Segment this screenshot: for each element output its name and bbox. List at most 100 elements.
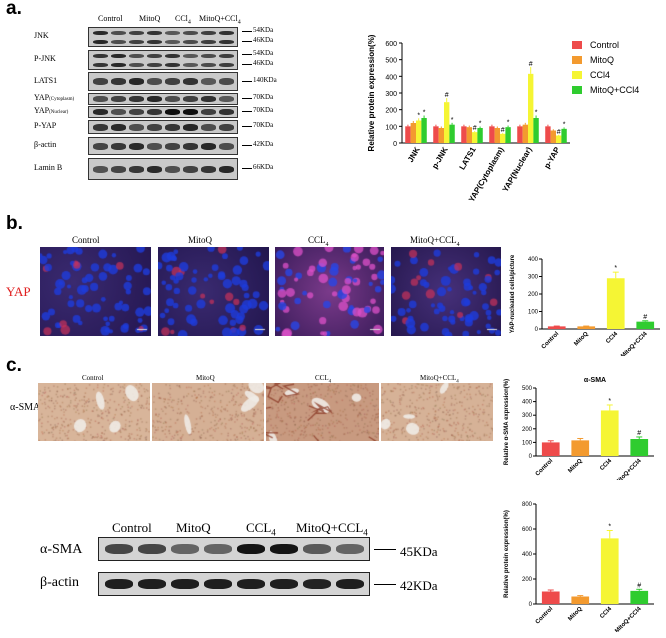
bar: [636, 321, 655, 329]
blot-band: [147, 78, 162, 85]
blot-band: [138, 579, 166, 589]
blot-band: [336, 544, 364, 554]
significance-mark: *: [417, 112, 420, 119]
significance-mark: #: [557, 129, 561, 136]
y-tick-label: 0: [529, 454, 533, 460]
blot-band: [147, 165, 162, 173]
blot-band: [165, 142, 180, 150]
blot-a-row-label: YAP(Nuclear): [34, 106, 69, 115]
blot-band: [147, 123, 162, 131]
micro-c-label-mitoq: MitoQ: [196, 374, 215, 382]
blot-band: [129, 78, 144, 85]
blot-band: [219, 123, 234, 131]
blot-band: [201, 142, 216, 150]
micro-c-mitoq-ccl4: [381, 383, 493, 441]
mw-label: 42KDa: [253, 140, 274, 148]
mw-tick: [242, 126, 252, 127]
y-tick-label: 400: [522, 552, 533, 558]
y-tick-label: 300: [385, 91, 397, 98]
blot-band: [129, 54, 144, 58]
micro-b-ccl4: [275, 247, 384, 336]
blot-a-strip: [88, 93, 238, 105]
blot-band: [111, 63, 126, 67]
blot-band: [111, 78, 126, 85]
blot-band: [219, 31, 234, 35]
blot-band: [129, 40, 144, 44]
blot-a-strip: [88, 120, 238, 134]
y-tick-label: 100: [528, 310, 539, 316]
bar: [522, 124, 528, 143]
bar: [421, 118, 427, 143]
micro-c-label-ccl4: CCL4: [315, 374, 332, 385]
y-tick-label: 0: [529, 602, 533, 608]
blot-a-strip: [88, 158, 238, 180]
blot-band: [129, 109, 144, 115]
blot-a-row-label: YAP(Cytoplasm): [34, 93, 75, 102]
mw-tick: [242, 31, 252, 32]
y-axis-label: Relative protein expression(%): [504, 510, 510, 598]
mw-tick: [242, 98, 252, 99]
y-axis-label: Relative protein expression(%): [367, 34, 376, 151]
y-tick-label: 100: [385, 124, 397, 131]
bar: [550, 130, 556, 143]
bar: [494, 128, 500, 143]
bar: [438, 128, 444, 143]
blot-band: [93, 31, 108, 35]
blot-band: [171, 544, 199, 554]
blot-band: [165, 40, 180, 44]
mw-tick: [242, 64, 252, 65]
blot-band: [147, 109, 162, 115]
mw-label: 66KDa: [253, 163, 274, 171]
blot-band: [105, 579, 133, 589]
micro-c-mitoq: [152, 383, 264, 441]
blot-band: [201, 63, 216, 67]
y-tick-label: 500: [522, 386, 533, 392]
bar: [577, 326, 596, 329]
blot-band: [165, 78, 180, 85]
bar: [433, 126, 439, 143]
legend-label: Control: [590, 40, 619, 50]
significance-mark: *: [608, 524, 611, 531]
bar: [500, 133, 506, 143]
micro-c-label-control: Control: [82, 374, 104, 382]
bar: [541, 591, 560, 604]
blot-band: [183, 123, 198, 131]
blot-band: [138, 544, 166, 554]
blot-band: [219, 78, 234, 85]
significance-mark: *: [535, 110, 538, 117]
blot-band: [237, 544, 265, 554]
significance-mark: *: [563, 121, 566, 128]
y-tick-label: 300: [528, 275, 539, 281]
x-tick-label: CCl4: [605, 331, 619, 345]
mw-tick: [374, 549, 396, 550]
blot-a-strip: [88, 137, 238, 155]
significance-mark: #: [529, 61, 533, 68]
blot-band: [303, 579, 331, 589]
micro-b-label-control: Control: [72, 235, 100, 245]
x-tick-label: MitoQ+CCl4: [614, 458, 643, 480]
blot-a-group-mitoq: MitoQ: [139, 14, 161, 23]
blot-band: [219, 63, 234, 67]
blot-a-group-control: Control: [98, 14, 123, 23]
blot-band: [147, 142, 162, 150]
blot-band: [165, 63, 180, 67]
panel-c-letter: c.: [6, 355, 22, 376]
significance-mark: *: [479, 121, 482, 128]
micro-b-label-mitoq: MitoQ: [188, 235, 213, 245]
micro-b-control: [40, 247, 151, 336]
bar: [449, 124, 455, 143]
blot-a-strip: [88, 50, 238, 70]
micro-b-mitoq-ccl4: [391, 247, 501, 336]
y-tick-label: 200: [385, 108, 397, 115]
wb-c-group-mitoq: MitoQ: [176, 520, 211, 535]
chart-title: α-SMA: [584, 377, 606, 384]
blot-band: [219, 40, 234, 44]
blot-band: [183, 142, 198, 150]
mw-label: 70KDa: [253, 106, 274, 114]
bar: [541, 442, 560, 456]
mw-tick: [242, 111, 252, 112]
blot-band: [201, 96, 216, 102]
blot-band: [111, 31, 126, 35]
x-tick-label: MitoQ: [567, 606, 583, 622]
wb-c-group-mitoq-ccl4: MitoQ+CCL4: [296, 520, 368, 538]
